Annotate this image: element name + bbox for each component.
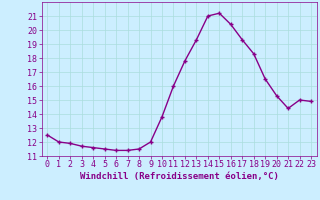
X-axis label: Windchill (Refroidissement éolien,°C): Windchill (Refroidissement éolien,°C) bbox=[80, 172, 279, 181]
